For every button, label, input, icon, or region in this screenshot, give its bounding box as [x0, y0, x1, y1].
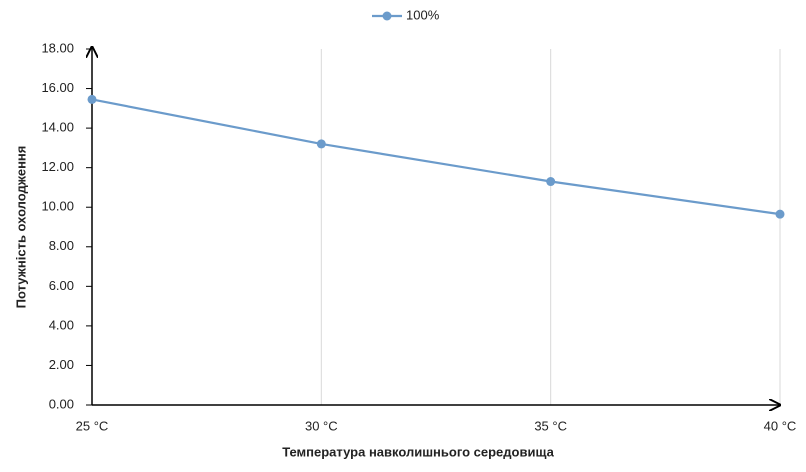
- y-tick-label: 12.00: [41, 159, 74, 174]
- x-axis-title: Температура навколишнього середовища: [282, 444, 554, 459]
- legend-marker: [382, 11, 392, 21]
- y-tick-label: 6.00: [49, 278, 74, 293]
- y-tick-label: 10.00: [41, 199, 74, 214]
- y-axis-title: Потужність охолодження: [13, 146, 28, 309]
- point: [87, 94, 97, 104]
- x-tick-label: 30 °C: [305, 418, 338, 433]
- x-tick-label: 35 °C: [534, 418, 567, 433]
- y-tick-label: 16.00: [41, 80, 74, 95]
- legend-label: 100%: [406, 7, 440, 22]
- point: [316, 139, 326, 149]
- y-tick-label: 14.00: [41, 120, 74, 135]
- x-tick-label: 40 °C: [764, 418, 797, 433]
- point: [775, 209, 785, 219]
- y-tick-label: 0.00: [49, 396, 74, 411]
- x-tick-label: 25 °C: [76, 418, 109, 433]
- y-tick-label: 4.00: [49, 317, 74, 332]
- y-tick-label: 8.00: [49, 238, 74, 253]
- y-tick-label: 18.00: [41, 40, 74, 55]
- y-tick-label: 2.00: [49, 357, 74, 372]
- point: [546, 177, 556, 187]
- line: [91, 98, 781, 216]
